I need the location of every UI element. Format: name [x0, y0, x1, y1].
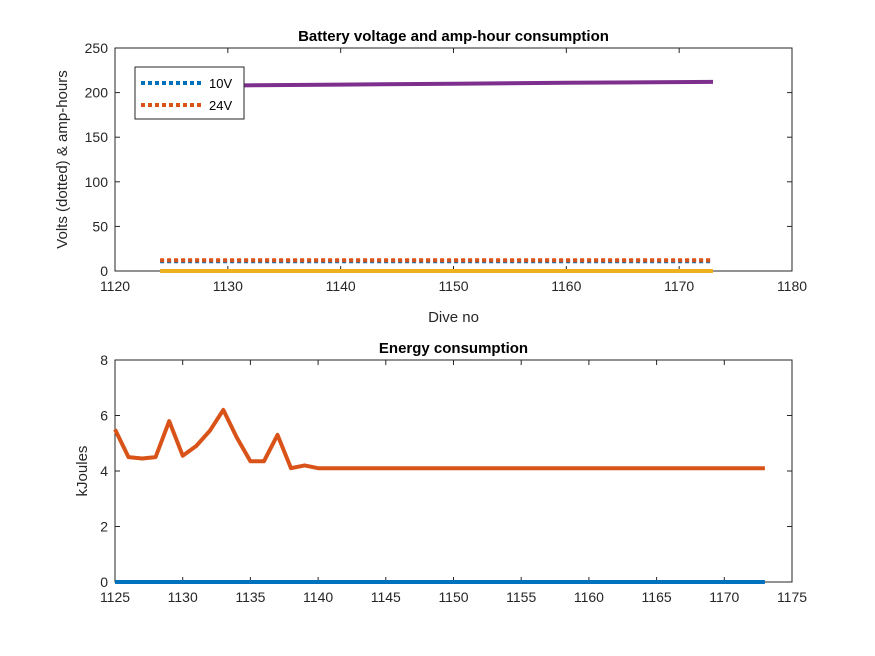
- chart-1: 1120 1130 1140 1150 1160 1170 1180 0 50 100 150 200…: [54, 28, 807, 326]
- y-tick-label: 0: [100, 574, 108, 590]
- x-tick-label: 1125: [100, 589, 130, 605]
- chart-title: Battery voltage and amp-hour consumption: [298, 28, 609, 45]
- x-tick-label: 1150: [438, 278, 468, 294]
- x-tick-label: 1170: [664, 278, 694, 294]
- x-tick-label: 1175: [777, 589, 807, 605]
- x-tick-label: 1150: [438, 589, 468, 605]
- x-tick-label: 1140: [326, 278, 356, 294]
- x-tick-label: 1165: [642, 589, 672, 605]
- y-tick-label: 0: [100, 263, 108, 279]
- y-tick-label: 250: [85, 40, 109, 56]
- x-tick-label: 1170: [709, 589, 739, 605]
- y-axis-label: kJoules: [74, 446, 91, 497]
- y-tick-label: 2: [100, 519, 108, 535]
- y-tick-label: 200: [85, 85, 109, 101]
- series-line-2: [113, 407, 765, 471]
- chart-2: 1125 1130 1135 1140 1145 1150 1155 1160 1165 1170…: [74, 340, 807, 605]
- x-axis-label: Dive no: [428, 309, 479, 326]
- y-axis-label: Volts (dotted) & amp-hours: [54, 70, 71, 248]
- x-tick-label: 1130: [213, 278, 243, 294]
- x-tick-label: 1180: [777, 278, 807, 294]
- x-tick-label: 1140: [303, 589, 333, 605]
- y-tick-label: 6: [100, 408, 108, 424]
- plot-area: [114, 359, 793, 583]
- x-tick-label: 1130: [168, 589, 198, 605]
- legend-label: 24V: [209, 98, 232, 113]
- x-tick-label: 1145: [371, 589, 401, 605]
- x-tick-label: 1120: [100, 278, 130, 294]
- chart-title: Energy consumption: [379, 340, 528, 357]
- y-tick-label: 100: [85, 174, 109, 190]
- y-tick-label: 4: [100, 463, 108, 479]
- x-tick-label: 1135: [235, 589, 265, 605]
- y-tick-label: 8: [100, 352, 108, 368]
- y-tick-label: 50: [92, 218, 108, 234]
- x-tick-label: 1160: [574, 589, 604, 605]
- legend-label: 10V: [209, 76, 232, 91]
- y-tick-label: 150: [85, 129, 109, 145]
- x-tick-label: 1160: [551, 278, 581, 294]
- legend-box: [134, 66, 245, 120]
- x-tick-label: 1155: [506, 589, 536, 605]
